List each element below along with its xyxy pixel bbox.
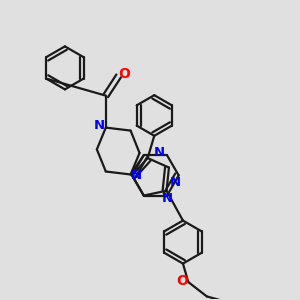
Text: N: N [161, 192, 173, 205]
Text: N: N [131, 169, 142, 182]
Text: O: O [118, 68, 130, 82]
Text: O: O [176, 274, 188, 289]
Text: N: N [170, 176, 181, 189]
Text: N: N [94, 119, 105, 132]
Text: N: N [154, 146, 165, 159]
